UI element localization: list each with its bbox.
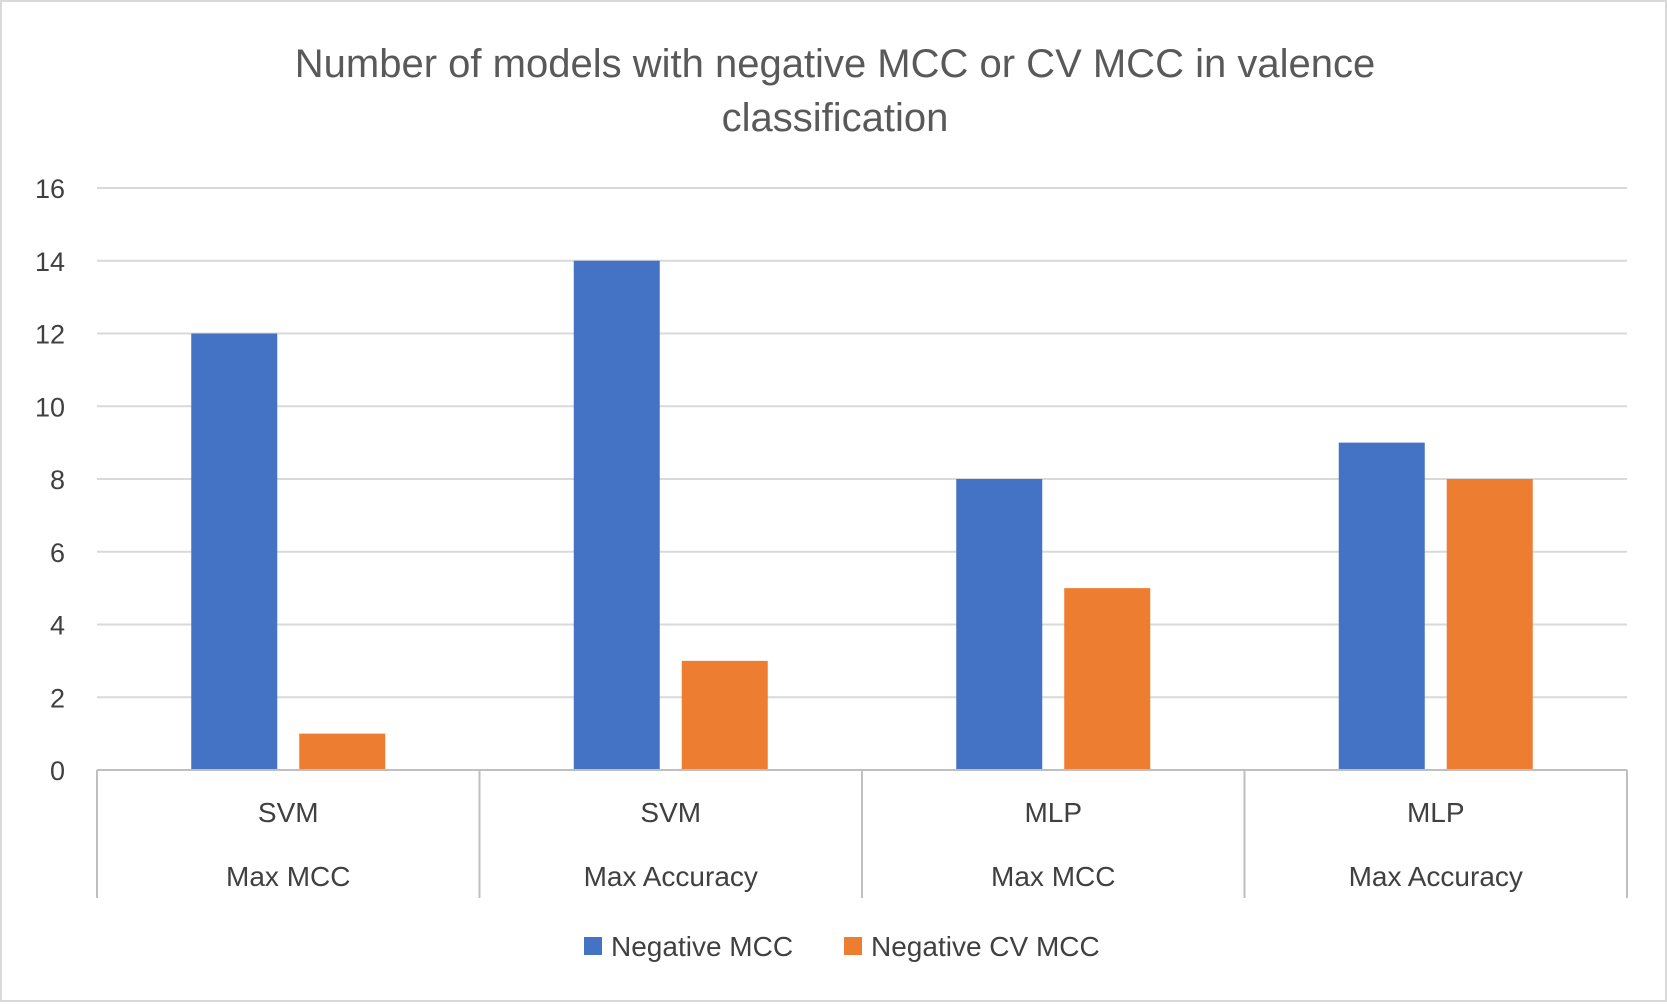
bar-negative-cv-mcc — [1064, 588, 1151, 770]
bar-negative-mcc — [191, 333, 278, 770]
legend-label: Negative MCC — [611, 931, 793, 962]
bar-negative-cv-mcc — [1446, 479, 1533, 770]
y-tick-label: 8 — [50, 465, 65, 495]
y-tick-label: 10 — [35, 392, 65, 422]
y-axis-tick-labels: 0 2 4 6 8 10 12 14 16 — [35, 174, 65, 786]
bar-negative-mcc — [1338, 442, 1425, 770]
chart-title-line-1: Number of models with negative MCC or CV… — [295, 42, 1375, 86]
category-label-model: SVM — [258, 797, 319, 828]
category-label-model: SVM — [640, 797, 701, 828]
legend-label: Negative CV MCC — [871, 931, 1100, 962]
legend-swatch — [584, 937, 602, 955]
legend-swatch — [844, 937, 862, 955]
y-tick-label: 6 — [50, 538, 65, 568]
y-tick-label: 16 — [35, 174, 65, 204]
y-tick-label: 0 — [50, 756, 65, 786]
y-tick-label: 14 — [35, 247, 65, 277]
bar-negative-mcc — [956, 479, 1043, 770]
y-tick-label: 4 — [50, 611, 65, 641]
bar-negative-cv-mcc — [681, 660, 768, 770]
category-label-criterion: Max MCC — [991, 861, 1115, 892]
y-tick-label: 2 — [50, 683, 65, 713]
category-label-criterion: Max Accuracy — [1349, 861, 1523, 892]
category-label-criterion: Max MCC — [226, 861, 350, 892]
category-labels: SVM Max MCC SVM Max Accuracy MLP Max MCC MLP Ma… — [226, 797, 1523, 892]
bar-negative-cv-mcc — [299, 733, 386, 770]
chart-title-line-2: classification — [722, 96, 949, 140]
bar-negative-mcc — [573, 260, 660, 770]
gridlines — [97, 187, 1627, 699]
legend: Negative MCC Negative CV MCC — [584, 931, 1100, 962]
category-label-model: MLP — [1024, 797, 1082, 828]
y-tick-label: 12 — [35, 320, 65, 350]
bars — [191, 260, 1533, 770]
category-label-model: MLP — [1407, 797, 1465, 828]
category-axis — [96, 769, 1628, 898]
category-label-criterion: Max Accuracy — [584, 861, 758, 892]
